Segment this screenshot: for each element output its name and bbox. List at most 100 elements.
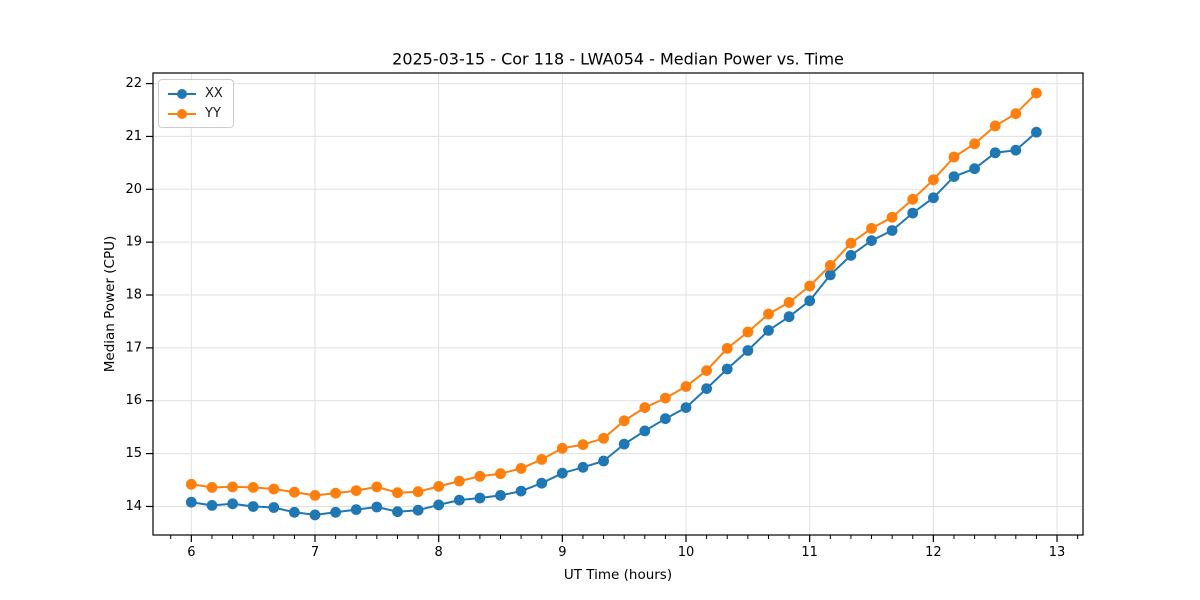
data-point-yy (824, 260, 836, 271)
y-tick-label: 21 (125, 129, 142, 144)
data-point-xx (948, 171, 960, 183)
legend-label-xx: XX (205, 86, 223, 101)
legend-entry-xx: XX (167, 85, 223, 102)
data-point-yy (701, 365, 712, 376)
x-tick-label: 13 (1049, 545, 1066, 560)
data-point-xx (639, 425, 651, 437)
data-point-yy (577, 439, 589, 450)
data-point-xx (185, 496, 197, 508)
data-point-xx (371, 501, 383, 513)
legend-line-marker-icon (168, 88, 196, 99)
data-point-xx (515, 485, 527, 497)
legend-label-yy: YY (205, 106, 221, 121)
data-point-xx (474, 492, 486, 504)
data-point-yy (660, 392, 671, 404)
data-point-xx (618, 438, 630, 450)
data-point-yy (907, 193, 919, 205)
data-point-yy (948, 151, 960, 163)
chart-title: 2025-03-15 - Cor 118 - LWA054 - Median P… (392, 49, 844, 69)
data-point-xx (206, 500, 218, 511)
data-point-xx (556, 467, 568, 479)
data-point-xx (289, 506, 300, 518)
data-point-xx (268, 502, 280, 513)
data-point-xx (845, 250, 857, 261)
data-point-xx (969, 163, 980, 175)
y-tick-label: 14 (125, 499, 142, 514)
data-point-xx (928, 192, 939, 204)
data-point-yy (886, 211, 898, 223)
data-point-yy (371, 481, 383, 493)
data-point-yy (206, 482, 218, 493)
data-point-yy (474, 470, 486, 482)
data-point-yy (392, 487, 403, 499)
data-point-yy (680, 381, 692, 392)
data-point-xx (309, 509, 321, 521)
data-point-yy (536, 454, 548, 465)
data-point-xx (536, 477, 548, 489)
data-point-xx (680, 402, 692, 413)
x-tick-label: 12 (925, 545, 942, 560)
data-point-yy (989, 120, 1001, 132)
data-point-xx (227, 498, 239, 510)
data-point-yy (969, 138, 980, 150)
data-point-xx (886, 225, 898, 236)
data-point-xx (350, 504, 362, 515)
data-point-yy (1010, 108, 1022, 120)
y-tick-label: 15 (125, 446, 142, 461)
data-point-yy (247, 482, 259, 493)
x-tick-label: 10 (678, 545, 695, 560)
data-point-xx (989, 147, 1001, 159)
data-point-xx (660, 413, 671, 425)
y-tick-label: 17 (125, 340, 142, 355)
legend-line-marker-icon (168, 108, 196, 119)
data-point-yy (1031, 87, 1042, 99)
x-tick-label: 8 (435, 545, 443, 560)
x-tick-label: 7 (311, 545, 319, 560)
data-point-yy (227, 481, 239, 493)
data-point-xx (721, 363, 733, 375)
data-point-yy (330, 487, 341, 499)
y-tick-label: 18 (125, 288, 142, 303)
y-tick-label: 22 (125, 76, 142, 91)
data-point-yy (804, 280, 816, 292)
data-point-xx (701, 383, 712, 394)
data-point-xx (330, 506, 341, 518)
data-point-xx (453, 494, 465, 506)
data-point-yy (721, 343, 733, 354)
legend-entry-yy: YY (167, 105, 223, 122)
data-point-xx (783, 311, 795, 323)
series-line-yy (191, 92, 1038, 497)
data-point-yy (309, 490, 321, 501)
data-point-yy (350, 485, 362, 496)
data-point-xx (742, 345, 754, 356)
data-point-yy (928, 174, 939, 186)
data-point-xx (598, 455, 609, 467)
data-point-xx (1010, 144, 1022, 156)
x-tick-label: 11 (801, 545, 818, 560)
data-point-xx (866, 235, 877, 247)
data-point-yy (556, 442, 568, 454)
axes-spines (152, 72, 1084, 536)
data-point-yy (433, 481, 445, 492)
data-point-yy (268, 483, 280, 495)
y-tick-label: 19 (125, 235, 142, 250)
x-tick-label: 9 (558, 545, 566, 560)
y-tick-label: 16 (125, 393, 142, 408)
data-point-yy (618, 415, 630, 427)
legend: XX YY (158, 79, 234, 128)
data-point-xx (1031, 126, 1042, 138)
data-point-yy (289, 486, 300, 498)
data-point-yy (598, 432, 609, 444)
data-point-yy (845, 237, 857, 249)
data-point-xx (495, 490, 506, 501)
data-point-yy (495, 468, 506, 480)
data-point-xx (412, 504, 424, 516)
data-point-xx (907, 207, 919, 219)
data-point-yy (412, 486, 424, 498)
data-point-xx (824, 269, 836, 281)
data-point-xx (392, 506, 403, 518)
data-point-yy (639, 402, 651, 413)
y-tick-label: 20 (125, 182, 142, 197)
